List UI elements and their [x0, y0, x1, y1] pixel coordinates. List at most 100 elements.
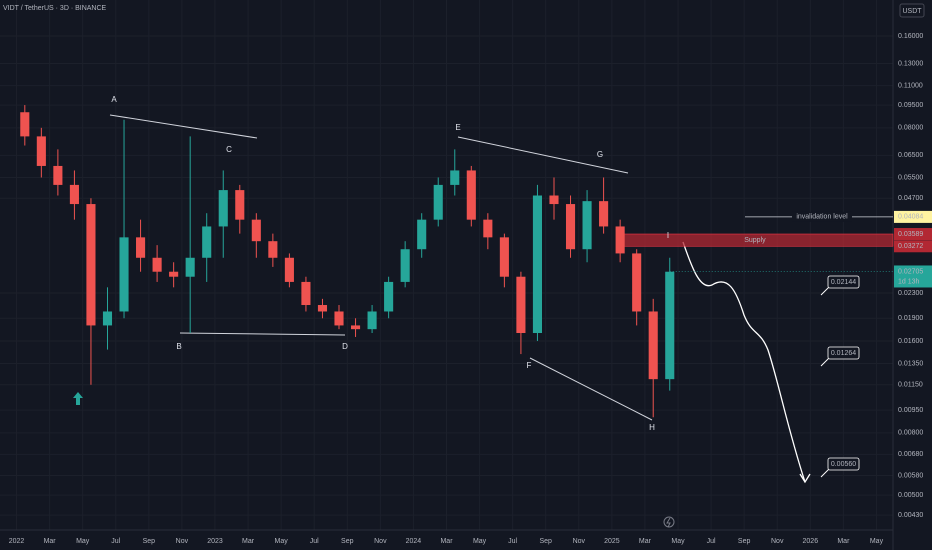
target-pointer: [820, 357, 830, 367]
x-tick-label: Nov: [374, 538, 387, 545]
wave-label: D: [342, 342, 348, 351]
x-tick-label: Sep: [143, 538, 156, 545]
trendline: [179, 332, 346, 336]
grid: [0, 0, 893, 530]
supply-bottom-price-bg: [894, 240, 932, 253]
candle-body: [632, 253, 642, 312]
x-tick-label: Jul: [111, 538, 120, 545]
candle-body: [615, 226, 625, 254]
candle-body: [367, 311, 377, 330]
target-box: [827, 275, 860, 289]
x-tick-label: Jul: [508, 538, 517, 545]
candle-body: [251, 219, 261, 242]
candle-body: [268, 241, 278, 258]
wave-label: B: [176, 342, 181, 351]
invalidation-price-bg: [894, 210, 932, 223]
y-tick-label: 0.00500: [898, 492, 923, 499]
x-tick-label: 2023: [207, 538, 223, 545]
candle-body: [433, 184, 443, 220]
wave-label: C: [226, 145, 232, 154]
x-tick-label: Nov: [771, 538, 784, 545]
candle-body: [582, 201, 592, 250]
candle-body: [36, 136, 46, 166]
candle-body: [532, 195, 543, 334]
invalidation-price: 0.04084: [898, 214, 923, 221]
y-tick-label: 0.16000: [898, 33, 923, 40]
up-arrow-icon: [73, 392, 83, 405]
candle-body: [86, 204, 96, 326]
target-label: 0.02144: [831, 279, 856, 286]
x-tick-label: 2026: [803, 538, 819, 545]
wave-label: G: [597, 150, 603, 159]
x-tick-label: 2024: [406, 538, 422, 545]
x-tick-label: Nov: [176, 538, 189, 545]
candle-body: [102, 311, 113, 326]
supply-bottom-price: 0.03272: [898, 243, 923, 250]
x-tick-label: Nov: [573, 538, 586, 545]
wave-label: I: [667, 231, 669, 240]
candle-body: [169, 271, 179, 277]
candle-body: [152, 257, 162, 272]
lightning-bolt: [666, 517, 671, 528]
y-tick-label: 0.01600: [898, 338, 923, 345]
x-tick-label: Mar: [44, 538, 57, 545]
x-tick-label: May: [275, 538, 289, 545]
candle-body: [185, 257, 195, 277]
y-tick-label: 0.11000: [898, 82, 923, 89]
y-tick-label: 0.01150: [898, 382, 923, 389]
x-tick-label: Sep: [738, 538, 751, 545]
x-tick-label: 2022: [9, 538, 25, 545]
wave-label: F: [527, 361, 532, 370]
target-pointer: [820, 468, 830, 478]
x-tick-label: Sep: [341, 538, 354, 545]
y-tick-label: 0.00680: [898, 451, 923, 458]
x-tick-label: Jul: [707, 538, 716, 545]
y-tick-label: 0.01350: [898, 360, 923, 367]
x-tick-label: May: [671, 538, 685, 545]
currency-box: [899, 3, 925, 18]
candle-body: [218, 190, 228, 227]
candle-body: [450, 170, 460, 185]
x-tick-label: May: [473, 538, 487, 545]
invalidation-label: invalidation level: [796, 214, 848, 221]
x-tick-label: Mar: [440, 538, 453, 545]
y-tick-label: 0.00430: [898, 512, 923, 519]
target-pointer: [820, 286, 830, 296]
lightning-icon: [663, 516, 675, 528]
trendline: [109, 114, 258, 139]
x-tick-label: 2025: [604, 538, 620, 545]
trendline: [529, 357, 653, 421]
candle-body: [466, 170, 476, 220]
chart-title: VIDT / TetherUS · 3D · BINANCE: [3, 5, 107, 12]
candle-body: [69, 184, 79, 205]
supply-top-price-bg: [894, 228, 932, 241]
target-label: 0.01264: [831, 350, 856, 357]
projection-path: [682, 241, 806, 483]
candle-body: [119, 237, 129, 312]
x-tick-label: Mar: [837, 538, 850, 545]
wave-label: E: [455, 123, 460, 132]
target-label: 0.00560: [831, 461, 856, 468]
countdown: 1d 13h: [898, 278, 920, 285]
trendlines: [109, 114, 653, 421]
wave-label: A: [111, 95, 117, 104]
candle-body: [483, 219, 493, 238]
invalidation-label-bg: [792, 211, 852, 222]
y-tick-label: 0.08000: [898, 125, 923, 132]
candle-body: [53, 165, 63, 185]
x-tick-label: Sep: [539, 538, 552, 545]
candle-body: [317, 305, 328, 312]
currency: USDT: [902, 8, 922, 15]
x-tick-label: May: [76, 538, 90, 545]
candle-body: [301, 281, 311, 306]
candle-body: [648, 311, 658, 380]
y-tick-label: 0.00800: [898, 430, 923, 437]
x-tick-label: Mar: [639, 538, 652, 545]
supply-label: Supply: [744, 237, 766, 244]
candle-body: [565, 204, 576, 250]
y-tick-label: 0.01900: [898, 315, 923, 322]
y-tick-label: 0.02300: [898, 290, 923, 297]
y-tick-label: 0.06500: [898, 152, 923, 159]
